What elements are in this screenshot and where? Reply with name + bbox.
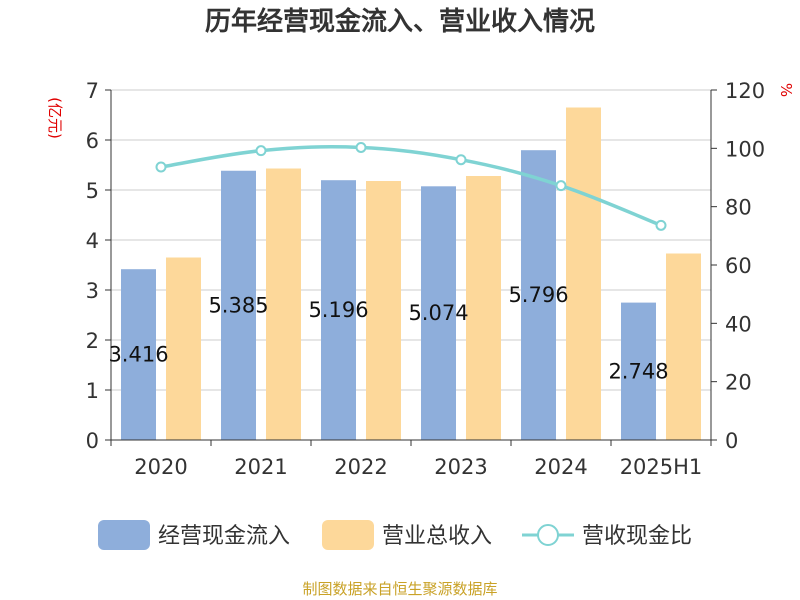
ratio-point (255, 145, 267, 157)
bar-data-label: 5.196 (308, 298, 368, 322)
legend-label: 营业总收入 (382, 524, 492, 549)
x-tick-label: 2021 (234, 455, 287, 479)
legend-label: 经营现金流入 (158, 524, 290, 549)
bar-revenue (266, 168, 301, 440)
bar-cash-inflow (621, 302, 656, 440)
bar-revenue (566, 107, 601, 440)
right-tick-label: 120 (725, 79, 765, 103)
right-tick-label: 60 (725, 254, 752, 278)
bar-revenue (166, 257, 201, 440)
right-tick-label: 100 (725, 137, 765, 161)
data-labels: 3.416 5.385 5.196 5.074 5.796 2.748 (108, 283, 668, 383)
x-tick-label: 2024 (534, 455, 587, 479)
ratio-point (455, 154, 467, 166)
legend-swatch (98, 520, 150, 550)
bar-data-label: 3.416 (108, 343, 168, 367)
left-tick-label: 2 (86, 329, 99, 353)
legend-marker (537, 524, 559, 546)
x-tick-label: 2022 (334, 455, 387, 479)
gridlines (111, 89, 711, 391)
bar-cash-inflow (421, 186, 456, 440)
left-tick-label: 3 (86, 279, 99, 303)
left-tick-label: 1 (86, 379, 99, 403)
right-tick-label: 20 (725, 371, 752, 395)
bar-cash-inflow (521, 150, 556, 440)
bar-cash-inflow (221, 170, 256, 440)
bar-data-label: 5.074 (408, 301, 468, 325)
bar-data-label: 2.748 (608, 359, 668, 383)
x-tick-label: 2023 (434, 455, 487, 479)
x-tick-label: 2020 (134, 455, 187, 479)
ratio-point (655, 219, 667, 231)
axes: 0 1 2 3 4 5 6 7 0 20 40 60 80 100 120 2020 2021 2022 2023 2… (86, 79, 765, 479)
left-tick-label: 4 (86, 229, 99, 253)
left-tick-label: 0 (86, 429, 99, 453)
bars (121, 107, 701, 440)
right-tick-label: 80 (725, 196, 752, 220)
ratio-point (555, 180, 567, 192)
bar-revenue (366, 181, 401, 440)
ratio-point (355, 141, 367, 153)
bar-data-label: 5.385 (208, 293, 268, 317)
chart-title: 历年经营现金流入、营业收入情况 (205, 6, 595, 37)
legend-label: 营收现金比 (582, 524, 692, 549)
bar-cash-inflow (121, 269, 156, 440)
bar-data-label: 5.796 (508, 283, 568, 307)
right-tick-label: 0 (725, 429, 738, 453)
bar-revenue (466, 176, 501, 440)
left-tick-label: 7 (86, 79, 99, 103)
source-note: 制图数据来自恒生聚源数据库 (302, 580, 497, 598)
bar-revenue (666, 253, 701, 440)
ratio-line-layer (155, 141, 667, 231)
left-axis-unit: (亿元) (46, 97, 64, 139)
right-tick-label: 40 (725, 312, 752, 336)
x-tick-label: 2025H1 (620, 455, 703, 479)
legend: 经营现金流入 营业总收入 营收现金比 (98, 520, 692, 550)
right-axis-unit: % (777, 83, 795, 97)
bar-cash-inflow (321, 180, 356, 440)
left-tick-label: 6 (86, 129, 99, 153)
ratio-point (155, 161, 167, 173)
ratio-line (160, 145, 662, 227)
legend-swatch (322, 520, 374, 550)
left-tick-label: 5 (86, 179, 99, 203)
